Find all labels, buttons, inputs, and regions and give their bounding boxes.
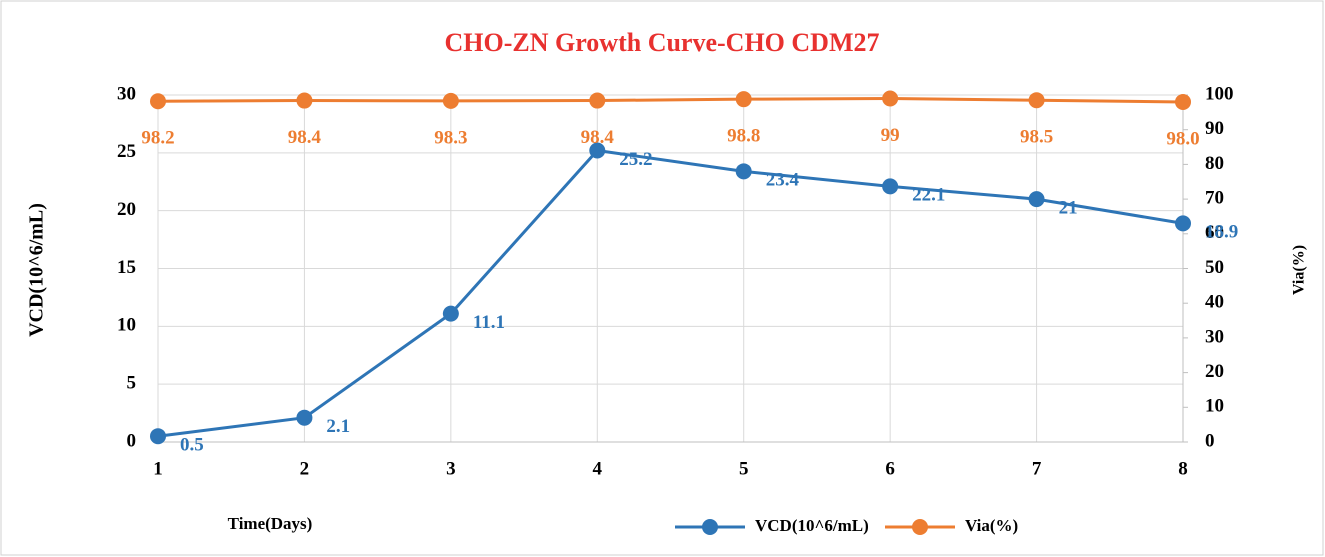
data-point — [735, 163, 752, 180]
legend-marker — [912, 519, 928, 535]
data-point — [296, 409, 313, 426]
series-line — [157, 96, 1184, 104]
data-point — [1028, 191, 1045, 208]
y2-tick-label: 70 — [1205, 187, 1224, 208]
x-tick-label: 6 — [885, 458, 895, 479]
data-label: 98.4 — [581, 127, 615, 148]
data-point — [150, 93, 166, 110]
y2-tick-label: 10 — [1205, 396, 1224, 417]
data-label: 99 — [881, 125, 900, 146]
y-tick-label: 10 — [117, 315, 136, 336]
data-label: 98.8 — [727, 126, 760, 147]
y-tick-label: 25 — [117, 141, 136, 162]
y-tick-label: 30 — [117, 83, 136, 104]
x-tick-label: 7 — [1032, 458, 1042, 479]
data-label: 11.1 — [473, 312, 505, 333]
y2-tick-label: 80 — [1205, 153, 1224, 174]
legend-label: Via(%) — [965, 516, 1018, 535]
data-point — [589, 92, 606, 109]
y2-tick-label: 40 — [1205, 292, 1224, 313]
y2-tick-label: 0 — [1205, 430, 1215, 451]
data-label: 0.5 — [180, 435, 204, 456]
data-point — [589, 142, 606, 159]
data-point — [882, 90, 899, 107]
y-tick-label: 15 — [117, 257, 136, 278]
legend-label: VCD(10^6/mL) — [755, 516, 869, 535]
chart-title: CHO-ZN Growth Curve-CHO CDM27 — [445, 28, 880, 57]
x-tick-label: 5 — [739, 458, 749, 479]
data-point — [150, 428, 166, 445]
x-tick-label: 4 — [593, 458, 603, 479]
data-label: 98.3 — [434, 127, 467, 148]
y2-tick-label: 60 — [1205, 222, 1224, 243]
x-tick-label: 2 — [300, 458, 310, 479]
data-label: 25.2 — [619, 149, 652, 170]
y-axis-label: VCD(10^6/mL) — [26, 203, 48, 337]
y2-tick-label: 90 — [1205, 118, 1224, 139]
y-tick-label: 20 — [117, 199, 136, 220]
data-label: 23.4 — [766, 170, 800, 191]
data-point — [735, 91, 752, 108]
data-point — [882, 178, 899, 195]
x-tick-label: 1 — [153, 458, 163, 479]
data-point — [296, 92, 313, 109]
y-tick-label: 5 — [127, 373, 137, 394]
x-axis-label: Time(Days) — [228, 514, 313, 533]
data-label: 98.0 — [1166, 128, 1199, 149]
data-point — [442, 92, 459, 109]
data-point — [442, 305, 459, 322]
legend-marker — [702, 519, 718, 535]
data-label: 22.1 — [912, 185, 945, 206]
y2-tick-label: 100 — [1205, 83, 1234, 104]
y2-axis-label: Via(%) — [1291, 245, 1308, 295]
data-label: 2.1 — [326, 416, 350, 437]
y2-tick-label: 30 — [1205, 326, 1224, 347]
x-tick-label: 3 — [446, 458, 456, 479]
data-label: 18.9 — [1205, 222, 1238, 243]
data-point — [1175, 93, 1191, 110]
series-line — [157, 148, 1184, 438]
data-label: 98.2 — [141, 128, 174, 149]
y-tick-label: 0 — [127, 430, 137, 451]
y2-tick-label: 50 — [1205, 257, 1224, 278]
x-tick-label: 8 — [1178, 458, 1188, 479]
data-point — [1175, 215, 1191, 232]
y2-tick-label: 20 — [1205, 361, 1224, 382]
data-label: 98.4 — [288, 127, 322, 148]
data-point — [1028, 92, 1045, 109]
data-label: 98.5 — [1020, 127, 1053, 148]
data-label: 21 — [1059, 197, 1078, 218]
